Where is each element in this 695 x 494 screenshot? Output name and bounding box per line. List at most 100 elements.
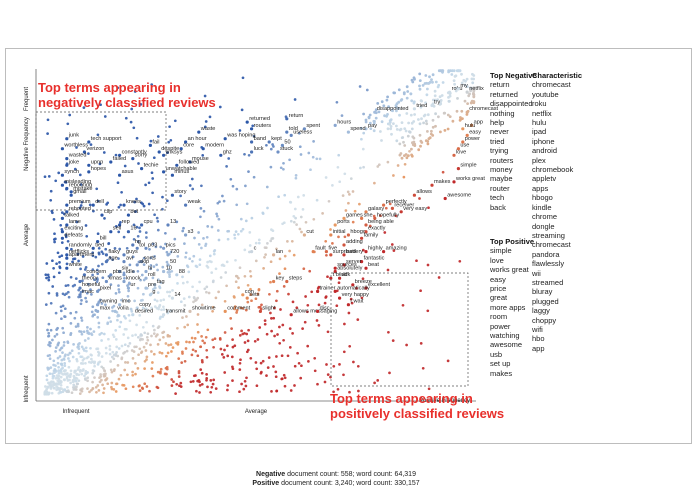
scatter-point [44,303,48,306]
scatter-point [221,263,225,267]
scatter-point [100,355,104,358]
scatter-point [155,216,159,220]
term-label: s3 [188,229,194,235]
scatter-point [419,289,422,293]
scatter-point [441,170,445,174]
scatter-point [161,265,165,269]
scatter-point [135,323,138,327]
characteristic-term: wii [532,268,541,278]
scatter-point [66,372,69,375]
scatter-point [167,140,171,144]
scatter-point [60,367,63,371]
scatter-point [109,360,112,363]
term-label: exciting [64,226,83,232]
scatter-point [57,271,61,275]
term-label: six [122,266,129,272]
scatter-point [225,344,229,348]
scatter-point [57,341,61,345]
scatter-point [122,384,126,387]
top-negative-term: returned [490,89,518,99]
scatter-point [61,351,64,354]
scatter-point [361,277,365,281]
scatter-point [159,299,163,302]
scatter-point [195,389,198,393]
scatter-point [172,380,175,384]
characteristic-term: chromebook [532,165,574,175]
scatter-point [142,345,146,349]
scatter-point [114,390,118,393]
scatter-point [251,124,255,128]
scatter-point [235,203,239,207]
term-point [201,147,205,151]
scatter-point [68,113,72,117]
top-positive-term: more apps [490,302,526,312]
scatter-point [377,163,381,167]
scatter-point [266,242,269,245]
scatter-point [164,242,167,246]
scatter-point [383,231,387,234]
term-label: upnp [91,159,103,165]
term-point [412,107,416,111]
scatter-point [50,380,53,384]
scatter-point [86,379,89,383]
characteristic-term: wifi [532,324,543,334]
term-point [87,163,91,167]
scatter-point [207,291,211,295]
scatter-point [179,194,182,198]
scatter-point [138,314,142,317]
term-point [109,230,113,234]
term-point [241,293,245,297]
top-positive-term: works great [490,265,529,275]
scatter-point [233,305,237,308]
top-negative-term: maybe [490,174,513,184]
scatter-point [145,335,149,339]
scatter-point [66,340,70,344]
scatter-point [419,342,423,345]
scatter-point [266,366,270,369]
scatter-point [116,86,120,90]
scatter-point [47,331,51,335]
scatter-point [245,376,248,380]
term-label: pixel [100,285,112,291]
term-point [338,276,342,280]
scatter-point [157,307,160,311]
scatter-point [253,339,257,343]
scatter-point [301,327,304,330]
scatter-point [177,357,181,360]
term-label: sorry [135,153,148,159]
scatter-point [307,151,311,155]
scatter-point [324,296,328,299]
scatter-point [433,89,437,93]
scatter-point [74,385,77,389]
scatter-point [58,266,62,270]
term-label: skip [139,259,149,265]
scatter-point [123,368,127,372]
scatter-point [120,356,124,360]
term-point [113,309,117,313]
term-point [118,173,122,177]
term-point [170,296,174,300]
scatter-point [165,354,168,358]
term-point [126,230,130,234]
scatter-point [162,330,166,334]
scatter-point [358,202,361,206]
scatter-point [80,316,83,320]
scatter-point [399,99,403,102]
scatter-point [142,204,146,208]
scatter-point [127,299,130,303]
scatter-point [96,199,100,203]
scatter-point [134,210,137,213]
scatter-point [210,385,214,389]
scatter-point [166,351,170,355]
scatter-point [180,361,184,364]
term-point [122,260,126,264]
scatter-point [76,345,80,349]
scatter-point [82,349,86,352]
scatter-point [198,263,202,267]
scatter-point [389,118,393,121]
scatter-point [261,359,265,363]
term-label: t beat [333,272,347,278]
scatter-point [173,237,177,241]
scatter-point [469,101,473,105]
term-label: hi [148,266,152,272]
